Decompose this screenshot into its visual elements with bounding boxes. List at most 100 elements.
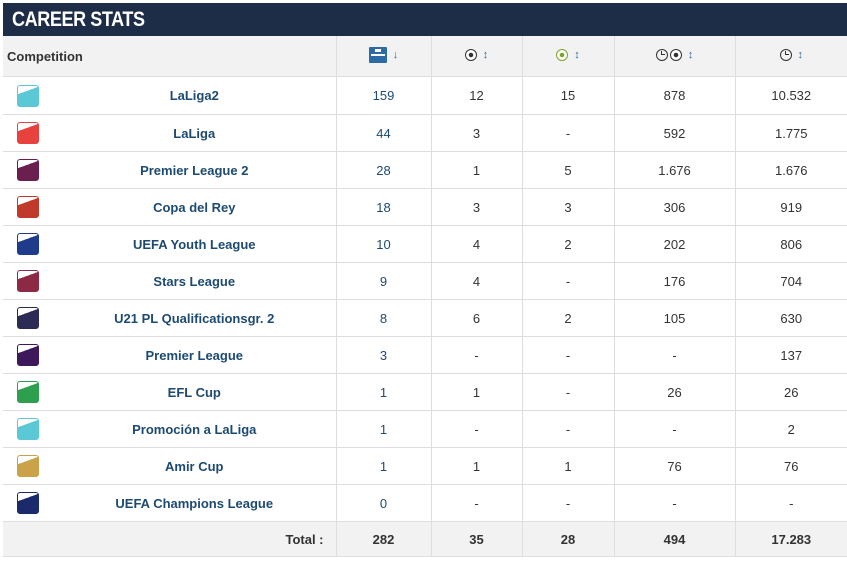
uefa-youth-league-logo[interactable] xyxy=(17,233,39,255)
ball-icon xyxy=(669,48,682,61)
assists-cell: - xyxy=(521,114,615,152)
competition-logo-cell xyxy=(3,484,53,522)
apps-link[interactable]: 44 xyxy=(376,125,391,141)
competition-link[interactable]: UEFA Youth League xyxy=(132,236,256,252)
promocion-laliga-logo[interactable] xyxy=(17,418,39,440)
competition-link[interactable]: Premier League 2 xyxy=(140,162,249,178)
table-row: LaLiga 44 3-592 1.775 xyxy=(3,114,847,152)
table-row: EFL Cup 1 1-26 26 xyxy=(3,373,847,411)
goals-column-header[interactable]: ↕ xyxy=(430,36,523,77)
u21-pl-qualification-logo[interactable] xyxy=(17,307,39,329)
minutes-per-goal-cell: 76 xyxy=(613,447,736,485)
minutes-played-cell: 630 xyxy=(734,299,847,337)
minutes-played-cell: 10.532 xyxy=(734,76,847,115)
goals-cell: - xyxy=(430,484,523,522)
apps-link[interactable]: 3 xyxy=(379,347,388,363)
competition-header: Competition xyxy=(3,36,337,77)
total-apps: 282 xyxy=(335,521,432,557)
goals-cell: 12 xyxy=(430,76,523,115)
competition-cell: Promoción a LaLiga xyxy=(53,410,337,448)
efl-cup-logo[interactable] xyxy=(17,381,39,403)
copa-del-rey-logo[interactable] xyxy=(17,196,39,218)
competition-cell: UEFA Youth League xyxy=(53,225,337,263)
assists-cell: - xyxy=(521,410,615,448)
apps-cell: 10 xyxy=(335,225,432,263)
competition-cell: EFL Cup xyxy=(53,373,337,411)
assists-cell: - xyxy=(521,262,615,300)
apps-link[interactable]: 1 xyxy=(379,384,388,400)
table-row: Copa del Rey 18 3 3 306 919 xyxy=(3,188,847,226)
goals-cell: - xyxy=(430,336,523,374)
ball-assists-icon xyxy=(556,48,569,61)
sort-icon: ↕ xyxy=(797,48,804,61)
minutes-per-goal-cell: 1.676 xyxy=(613,151,736,189)
clock-icon xyxy=(655,48,668,61)
competition-cell: LaLiga2 xyxy=(53,76,337,115)
competition-cell: Premier League xyxy=(53,336,337,374)
apps-link[interactable]: 18 xyxy=(376,199,391,215)
competition-link[interactable]: LaLiga2 xyxy=(169,88,219,103)
laliga2-logo[interactable] xyxy=(17,84,39,107)
assists-cell: - xyxy=(521,336,615,374)
table-row: U21 PL Qualificationsgr. 2 8 6 2 105 630 xyxy=(3,299,847,337)
table-row: Amir Cup 1 1 1 76 76 xyxy=(3,447,847,485)
competition-logo-cell xyxy=(3,188,53,226)
laliga-logo[interactable] xyxy=(17,122,39,144)
table-row: Premier League 3- - -137 xyxy=(3,336,847,374)
sort-desc-icon: ↓ xyxy=(392,48,399,61)
minutes-per-goal-cell: 105 xyxy=(613,299,736,337)
competition-logo-cell xyxy=(3,151,53,189)
competition-link[interactable]: Premier League xyxy=(145,347,244,363)
apps-link[interactable]: 10 xyxy=(376,236,391,252)
competition-logo-cell xyxy=(3,114,53,152)
competition-link[interactable]: EFL Cup xyxy=(167,384,221,400)
apps-cell: 0 xyxy=(335,484,432,522)
minutes-per-goal-cell: 306 xyxy=(613,188,736,226)
amir-cup-logo[interactable] xyxy=(17,455,39,477)
competition-link[interactable]: LaLiga xyxy=(173,125,216,141)
premier-league-2-logo[interactable] xyxy=(17,159,39,181)
apps-link[interactable]: 159 xyxy=(372,88,395,103)
minutes-played-cell: - xyxy=(734,484,847,522)
goals-cell: 1 xyxy=(430,151,523,189)
total-label: Total : xyxy=(3,521,337,557)
competition-link[interactable]: U21 PL Qualificationsgr. 2 xyxy=(114,310,275,326)
uefa-champions-league-logo[interactable] xyxy=(17,492,39,514)
premier-league-logo[interactable] xyxy=(17,344,39,366)
apps-link[interactable]: 9 xyxy=(379,273,388,289)
apps-link[interactable]: 1 xyxy=(379,458,388,474)
goals-cell: 3 xyxy=(430,188,523,226)
clock-minutes-played-icon xyxy=(779,48,792,61)
apps-link[interactable]: 8 xyxy=(379,310,388,326)
table-row: Stars League 9 4-176 704 xyxy=(3,262,847,300)
minutes-played-cell: 76 xyxy=(734,447,847,485)
apps-cell: 9 xyxy=(335,262,432,300)
apps-link[interactable]: 28 xyxy=(376,162,391,178)
minutes-played-column-header[interactable]: ↕ xyxy=(734,36,847,77)
assists-cell: 3 xyxy=(521,188,615,226)
apps-cell: 18 xyxy=(335,188,432,226)
apps-cell: 3 xyxy=(335,336,432,374)
competition-link[interactable]: UEFA Champions League xyxy=(115,495,274,511)
stars-league-logo[interactable] xyxy=(17,270,39,292)
minutes-per-goal-cell: - xyxy=(613,484,736,522)
minutes-per-goal-column-header[interactable]: ↕ xyxy=(613,36,736,77)
apps-link[interactable]: 1 xyxy=(379,421,388,437)
table-row: UEFA Youth League 10 4 2 202 806 xyxy=(3,225,847,263)
minutes-per-goal-cell: 878 xyxy=(613,76,736,115)
competition-logo-cell xyxy=(3,410,53,448)
table-row: LaLiga2 159 12 15 878 10.532 xyxy=(3,76,847,115)
apps-link[interactable]: 0 xyxy=(379,495,388,511)
competition-link[interactable]: Promoción a LaLiga xyxy=(132,421,257,437)
competition-link[interactable]: Amir Cup xyxy=(165,458,224,474)
total-assists: 28 xyxy=(521,521,615,557)
minutes-played-cell: 1.775 xyxy=(734,114,847,152)
minutes-per-goal-cell: 202 xyxy=(613,225,736,263)
competition-link[interactable]: Copa del Rey xyxy=(153,199,236,215)
competition-cell: UEFA Champions League xyxy=(53,484,337,522)
appearances-column-header[interactable]: ↓ xyxy=(335,36,432,77)
minutes-per-goal-cell: 176 xyxy=(613,262,736,300)
competition-link[interactable]: Stars League xyxy=(153,273,236,289)
assists-cell: 15 xyxy=(521,76,615,115)
assists-column-header[interactable]: ↕ xyxy=(521,36,615,77)
